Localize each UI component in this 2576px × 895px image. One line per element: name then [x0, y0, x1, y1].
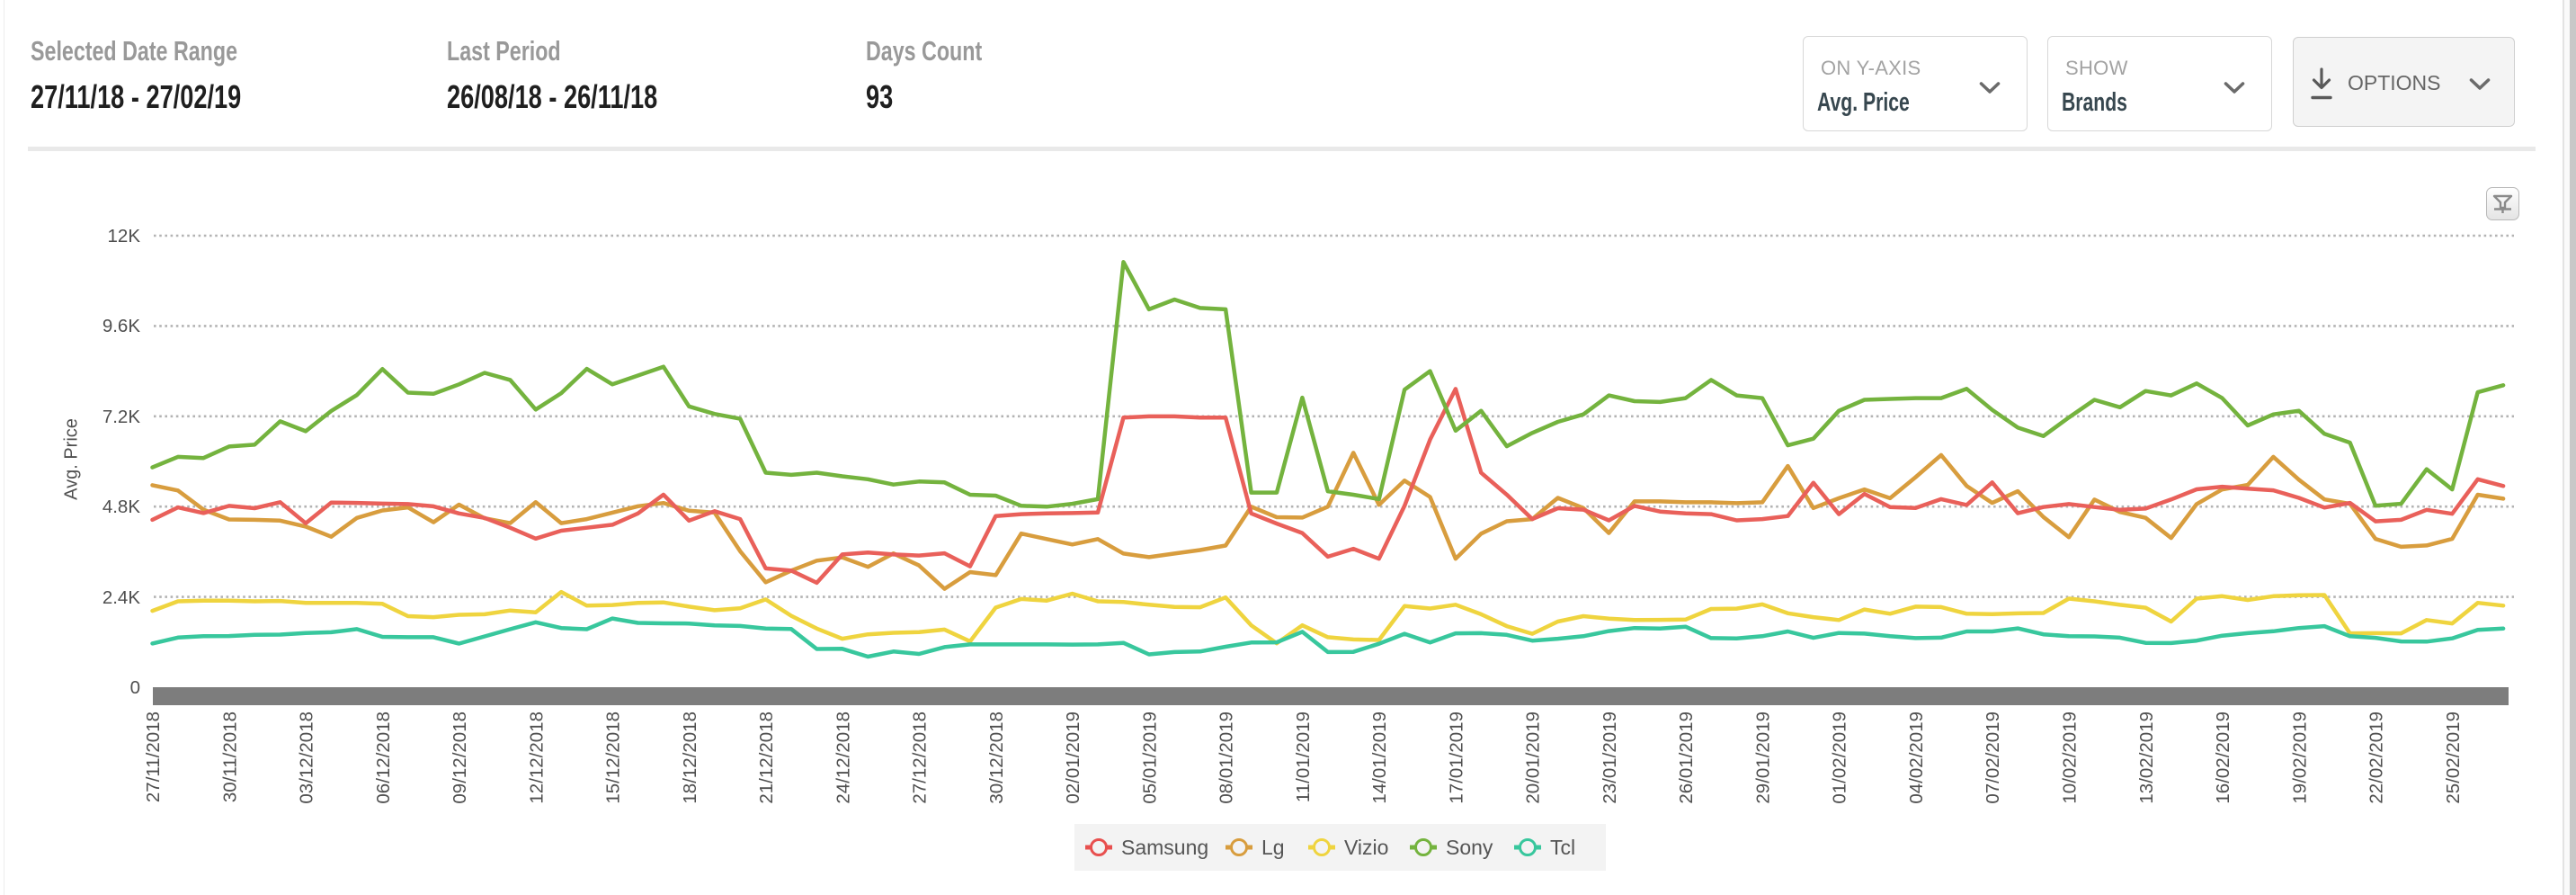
svg-text:15/12/2018: 15/12/2018 [603, 712, 624, 804]
svg-text:04/02/2019: 04/02/2019 [1906, 712, 1927, 804]
svg-text:Sony: Sony [1446, 836, 1493, 859]
svg-text:02/01/2019: 02/01/2019 [1063, 712, 1083, 804]
svg-text:27/11/2018: 27/11/2018 [143, 712, 164, 802]
svg-text:27/12/2018: 27/12/2018 [910, 712, 931, 804]
svg-text:25/02/2019: 25/02/2019 [2443, 712, 2464, 804]
svg-text:08/01/2019: 08/01/2019 [1217, 712, 1237, 804]
svg-text:01/02/2019: 01/02/2019 [1830, 712, 1850, 804]
svg-text:07/02/2019: 07/02/2019 [1983, 712, 2003, 804]
svg-text:30/11/2018: 30/11/2018 [219, 712, 240, 802]
svg-text:Lg: Lg [1261, 836, 1285, 859]
svg-text:23/01/2019: 23/01/2019 [1600, 712, 1620, 804]
svg-text:14/01/2019: 14/01/2019 [1369, 712, 1390, 804]
svg-text:Tcl: Tcl [1550, 836, 1575, 859]
svg-text:05/01/2019: 05/01/2019 [1139, 712, 1160, 804]
svg-text:10/02/2019: 10/02/2019 [2060, 712, 2081, 804]
svg-text:29/01/2019: 29/01/2019 [1753, 712, 1774, 804]
svg-text:12/12/2018: 12/12/2018 [526, 712, 547, 804]
svg-text:20/01/2019: 20/01/2019 [1523, 712, 1544, 804]
svg-text:06/12/2018: 06/12/2018 [373, 712, 394, 804]
svg-text:26/01/2019: 26/01/2019 [1676, 712, 1697, 804]
svg-text:09/12/2018: 09/12/2018 [450, 712, 470, 804]
svg-text:17/01/2019: 17/01/2019 [1446, 712, 1466, 804]
svg-text:30/12/2018: 30/12/2018 [986, 712, 1007, 804]
svg-text:19/02/2019: 19/02/2019 [2289, 712, 2310, 804]
svg-text:16/02/2019: 16/02/2019 [2213, 712, 2233, 804]
svg-text:03/12/2018: 03/12/2018 [297, 712, 317, 804]
svg-text:21/12/2018: 21/12/2018 [756, 712, 777, 804]
svg-text:22/02/2019: 22/02/2019 [2367, 712, 2387, 804]
svg-text:11/01/2019: 11/01/2019 [1293, 712, 1314, 802]
svg-text:18/12/2018: 18/12/2018 [680, 712, 700, 804]
svg-text:Samsung: Samsung [1121, 836, 1208, 859]
svg-text:24/12/2018: 24/12/2018 [833, 712, 853, 804]
svg-text:Vizio: Vizio [1344, 836, 1388, 859]
svg-text:13/02/2019: 13/02/2019 [2136, 712, 2157, 804]
